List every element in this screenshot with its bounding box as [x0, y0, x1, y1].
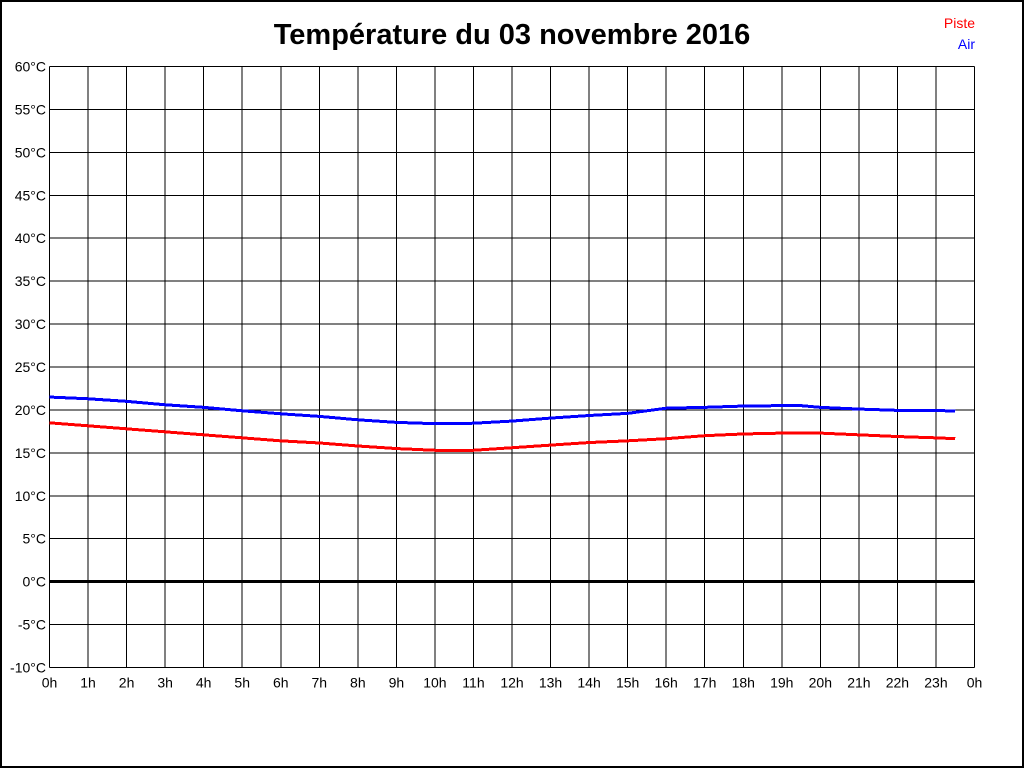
- x-tick-label: 4h: [196, 675, 212, 691]
- x-tick-label: 14h: [577, 675, 600, 691]
- y-tick-label: 0°C: [23, 574, 47, 590]
- x-tick-label: 20h: [809, 675, 832, 691]
- x-tick-label: 0h: [42, 675, 58, 691]
- x-tick-label: 18h: [732, 675, 755, 691]
- x-tick-label: 19h: [770, 675, 793, 691]
- y-tick-label: 40°C: [15, 230, 46, 246]
- x-tick-label: 23h: [924, 675, 947, 691]
- x-tick-label: 6h: [273, 675, 289, 691]
- x-tick-label: 8h: [350, 675, 366, 691]
- series-line-piste: [49, 421, 956, 452]
- y-tick-label: 50°C: [15, 144, 46, 160]
- x-tick-label: 9h: [389, 675, 405, 691]
- series-line-air: [49, 395, 956, 426]
- x-tick-label: 2h: [119, 675, 135, 691]
- x-tick-label: 13h: [539, 675, 562, 691]
- y-tick-label: 10°C: [15, 488, 46, 504]
- x-tick-label: 10h: [423, 675, 446, 691]
- x-tick-label: 7h: [312, 675, 328, 691]
- y-tick-label: -5°C: [18, 617, 46, 633]
- y-tick-label: 25°C: [15, 359, 46, 375]
- x-tick-label: 1h: [80, 675, 96, 691]
- y-tick-label: 5°C: [23, 531, 47, 547]
- x-tick-label: 5h: [234, 675, 250, 691]
- chart-title: Température du 03 novembre 2016: [273, 19, 751, 51]
- y-tick-label: 35°C: [15, 273, 46, 289]
- y-tick-label: 45°C: [15, 187, 46, 203]
- x-tick-label: 3h: [157, 675, 173, 691]
- x-tick-label: 22h: [886, 675, 909, 691]
- y-tick-label: 60°C: [15, 59, 46, 75]
- chart-legend: Piste Air: [944, 13, 975, 56]
- y-tick-label: 20°C: [15, 402, 46, 418]
- legend-item-air: Air: [944, 34, 975, 56]
- legend-label-air: Air: [957, 36, 975, 52]
- y-tick-label: 55°C: [15, 101, 46, 117]
- x-tick-label: 0h: [967, 675, 983, 691]
- y-tick-label: -10°C: [10, 660, 46, 676]
- x-tick-label: 17h: [693, 675, 716, 691]
- x-tick-label: 11h: [462, 675, 484, 691]
- x-tick-label: 12h: [500, 675, 523, 691]
- legend-label-piste: Piste: [943, 14, 975, 31]
- legend-item-piste: Piste: [944, 13, 975, 35]
- y-tick-label: 30°C: [15, 316, 46, 332]
- y-tick-label: 15°C: [15, 445, 46, 461]
- x-tick-label: 15h: [616, 675, 639, 691]
- x-tick-label: 21h: [847, 675, 870, 691]
- x-tick-label: 16h: [654, 675, 677, 691]
